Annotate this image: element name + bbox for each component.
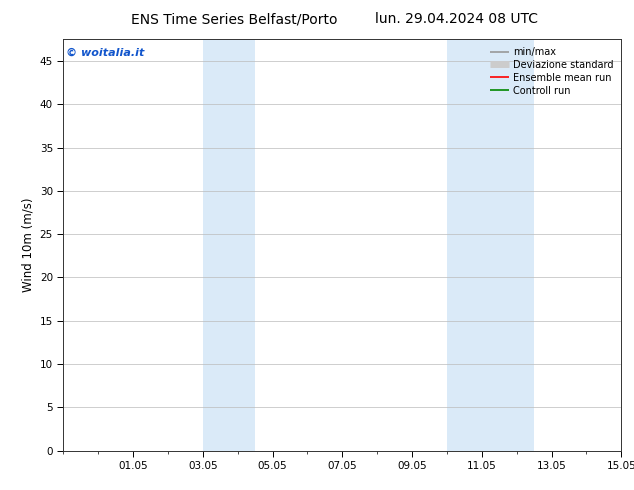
Text: © woitalia.it: © woitalia.it — [66, 48, 145, 57]
Text: ENS Time Series Belfast/Porto: ENS Time Series Belfast/Porto — [131, 12, 338, 26]
Y-axis label: Wind 10m (m/s): Wind 10m (m/s) — [21, 198, 34, 292]
Text: lun. 29.04.2024 08 UTC: lun. 29.04.2024 08 UTC — [375, 12, 538, 26]
Legend: min/max, Deviazione standard, Ensemble mean run, Controll run: min/max, Deviazione standard, Ensemble m… — [487, 44, 616, 98]
Bar — [203, 39, 255, 451]
Bar — [447, 39, 534, 451]
